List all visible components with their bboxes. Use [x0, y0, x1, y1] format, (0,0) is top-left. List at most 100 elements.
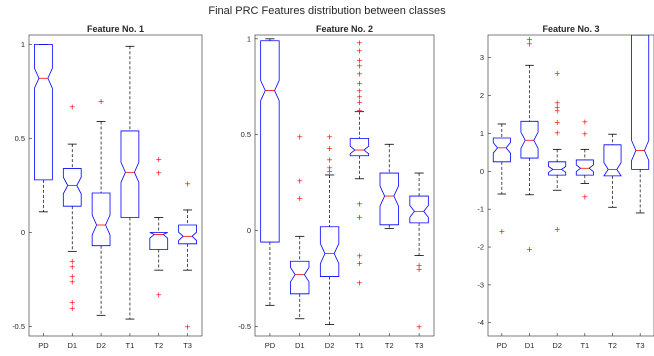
y-tick-label: -2: [477, 243, 484, 252]
outlier-point: +: [356, 62, 363, 71]
axes-frame: [28, 34, 203, 337]
outlier-point: +: [296, 133, 303, 142]
outlier-point: +: [69, 262, 76, 271]
y-tick-label: -4: [477, 318, 484, 327]
outlier-point: +: [416, 265, 423, 274]
box-body: [62, 168, 82, 207]
x-tick-label: T3: [415, 341, 424, 350]
outlier-point: +: [581, 117, 588, 126]
outlier-point: +: [356, 251, 363, 260]
outlier-point: +: [356, 92, 363, 101]
x-tick-label: T2: [608, 341, 617, 350]
y-tick-label: 0: [247, 226, 251, 235]
outlier-point: +: [416, 261, 423, 270]
outlier-point: +: [296, 194, 303, 203]
outlier-point: +: [554, 118, 561, 127]
y-tick-label: 1: [480, 129, 484, 138]
outlier-point: +: [554, 225, 561, 234]
x-tick-label: T1: [580, 341, 589, 350]
box-body: [319, 226, 340, 277]
outlier-point: +: [184, 323, 191, 332]
box-T1: + + +: [575, 117, 594, 201]
outlier-point: +: [155, 155, 162, 164]
outlier-point: +: [581, 129, 588, 138]
outlier-point: +: [554, 107, 561, 116]
outlier-point: +: [326, 144, 333, 153]
x-tick-label: PD: [38, 341, 49, 350]
box-T2: + + +: [149, 155, 169, 300]
y-tick-label: 0.5: [15, 134, 25, 143]
outlier-point: +: [356, 87, 363, 96]
x-tick-label: T3: [183, 341, 192, 350]
figure-title: Final PRC Features distribution between …: [208, 5, 446, 17]
outlier-point: +: [69, 257, 76, 266]
box-body: [290, 260, 310, 295]
box-D2: +++++++: [548, 69, 567, 234]
x-tick-label: D1: [525, 341, 535, 350]
y-tick-label: 0: [21, 228, 25, 237]
y-tick-label: -1: [477, 205, 484, 214]
box-T3: [631, 35, 650, 214]
box-body: [34, 44, 53, 181]
outlier-point: +: [554, 98, 561, 107]
box-T2: [379, 143, 399, 230]
outlier-point: +: [581, 192, 588, 201]
box-PD: [34, 44, 53, 213]
y-tick-label: 0: [480, 167, 484, 176]
outlier-point: +: [554, 69, 561, 78]
outlier-point: +: [184, 180, 191, 189]
box-D2: +++++: [319, 133, 340, 325]
box-body: [178, 224, 197, 245]
y-tick-label: 0.5: [241, 130, 251, 139]
outlier-point: +: [155, 291, 162, 300]
outlier-point: +: [356, 46, 363, 55]
box-body: [603, 144, 622, 177]
x-tick-label: T1: [355, 341, 364, 350]
box-body: [349, 138, 370, 157]
axes-frame: [254, 34, 435, 337]
box-body: [149, 232, 169, 250]
outlier-point: +: [526, 39, 533, 48]
x-tick-label: D1: [295, 341, 305, 350]
plot-area: +++++++++++++: [34, 44, 197, 332]
box-T3: +++: [409, 172, 429, 331]
outlier-point: +: [69, 272, 76, 281]
box-body: [91, 192, 111, 247]
y-tick-label: 1: [21, 40, 25, 49]
outlier-point: +: [526, 35, 533, 44]
plot-area: ++++++++++++++: [492, 35, 650, 254]
box-T1: [120, 45, 140, 320]
outlier-point: +: [554, 103, 561, 112]
x-tick-label: T2: [154, 341, 163, 350]
y-tick-label: -0.5: [238, 322, 251, 331]
outlier-point: +: [69, 298, 76, 307]
box-T2: [603, 133, 622, 208]
box-D1: +++++++: [62, 102, 82, 313]
outlier-point: +: [356, 98, 363, 107]
box-D2: +: [91, 97, 111, 316]
y-tick-label: -3: [477, 280, 484, 289]
box-T3: ++: [178, 180, 197, 332]
outlier-point: +: [69, 102, 76, 111]
outlier-point: +: [69, 277, 76, 286]
outlier-point: +: [155, 168, 162, 177]
x-tick-label: D2: [325, 341, 335, 350]
panel-title: Feature No. 3: [542, 24, 599, 34]
outlier-point: +: [326, 133, 333, 142]
x-tick-label: D2: [552, 341, 562, 350]
outlier-point: +: [326, 156, 333, 165]
x-tick-label: D2: [96, 341, 106, 350]
y-tick-label: 2: [480, 91, 484, 100]
axes-frame: [487, 34, 654, 337]
outlier-point: +: [296, 177, 303, 186]
box-body: [520, 120, 539, 159]
plot-area: ++++++++++++++++++++++++++: [260, 38, 429, 331]
x-tick-label: T1: [126, 341, 135, 350]
outlier-point: +: [69, 304, 76, 313]
x-tick-label: T3: [636, 341, 645, 350]
outlier-point: +: [326, 163, 333, 172]
